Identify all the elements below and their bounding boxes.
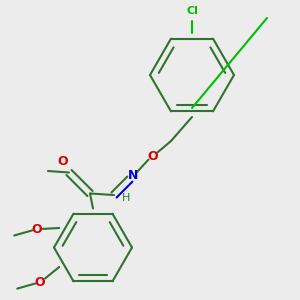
Text: N: N bbox=[128, 169, 139, 182]
Text: O: O bbox=[58, 155, 68, 168]
Text: H: H bbox=[122, 193, 130, 203]
Text: O: O bbox=[32, 223, 42, 236]
Text: O: O bbox=[148, 149, 158, 163]
Text: Cl: Cl bbox=[187, 7, 199, 16]
Text: O: O bbox=[34, 275, 45, 289]
